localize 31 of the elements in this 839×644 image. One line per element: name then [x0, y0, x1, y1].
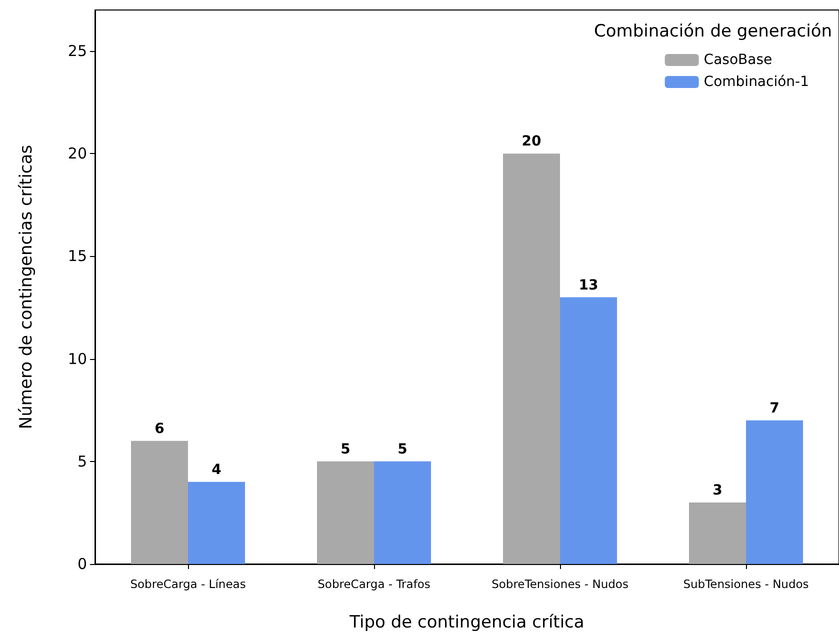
- bar: [317, 461, 374, 564]
- data-label: 20: [522, 134, 542, 150]
- bar: [746, 420, 803, 564]
- y-tick-label: 10: [68, 350, 87, 368]
- data-label: 6: [154, 420, 164, 437]
- x-tick-label: SubTensiones - Nudos: [683, 577, 809, 591]
- y-tick-label: 20: [68, 144, 87, 163]
- bar: [374, 461, 431, 564]
- y-tick-label: 5: [77, 452, 87, 470]
- bar: [689, 502, 746, 564]
- x-axis-title: Tipo de contingencia crítica: [348, 612, 584, 632]
- y-tick-label: 0: [77, 555, 87, 573]
- data-label: 5: [340, 441, 350, 458]
- x-tick-label: SobreCarga - Trafos: [318, 577, 430, 591]
- y-tick-label: 15: [68, 247, 87, 266]
- bar: [560, 297, 617, 564]
- x-tick-label: SobreCarga - Líneas: [130, 577, 246, 591]
- data-label: 3: [712, 482, 722, 498]
- legend-title: Combinación de generación: [594, 22, 832, 42]
- bar: [131, 440, 188, 564]
- data-label: 4: [212, 462, 222, 478]
- data-label: 7: [770, 400, 780, 416]
- y-axis-title: Número de contingencias críticas: [16, 144, 36, 430]
- data-label: 5: [398, 441, 408, 458]
- data-label: 13: [578, 277, 598, 294]
- legend-label: Combinación-1: [704, 74, 810, 90]
- x-tick-label: SobreTensiones - Nudos: [492, 577, 628, 591]
- y-tick-label: 25: [68, 42, 87, 60]
- bar: [503, 154, 560, 564]
- legend-label: CasoBase: [704, 52, 772, 68]
- bar: [188, 482, 245, 564]
